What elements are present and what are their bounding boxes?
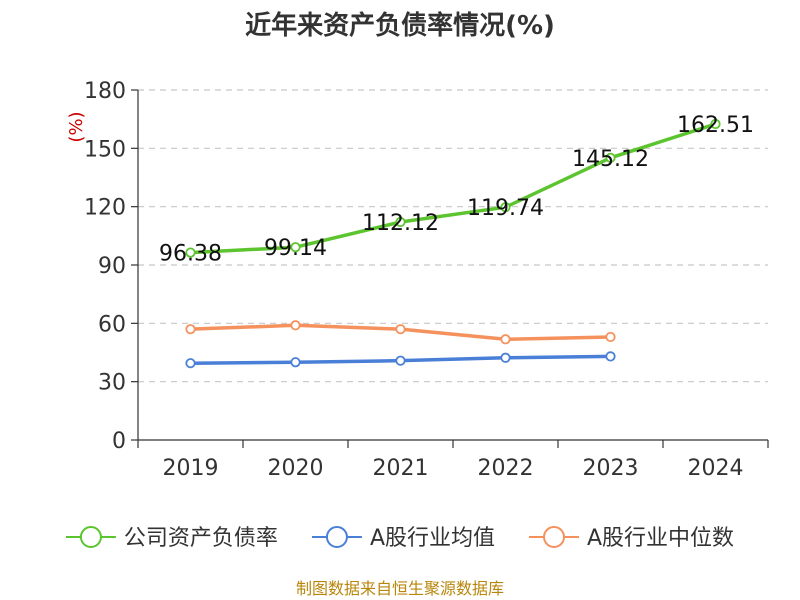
x-tick-label-2022: 2022 bbox=[478, 456, 534, 481]
y-tick-label-120: 120 bbox=[84, 196, 126, 221]
point-s1-2020 bbox=[290, 357, 301, 368]
data-label-2024: 162.51 bbox=[677, 113, 754, 138]
x-tick-label-2021: 2021 bbox=[373, 456, 429, 481]
point-s0-2023 bbox=[605, 152, 616, 163]
data-label-2019: 96.38 bbox=[159, 242, 222, 267]
legend-marker-1 bbox=[325, 526, 348, 548]
data-label-2020: 99.14 bbox=[264, 236, 327, 261]
point-s2-2020 bbox=[290, 320, 301, 331]
y-tick-label-90: 90 bbox=[98, 254, 126, 279]
y-tick-label-150: 150 bbox=[84, 137, 126, 162]
chart-title: 近年来资产负债率情况(%) bbox=[245, 10, 555, 41]
legend: 公司资产负债率 A股行业均值 A股行业中位数 bbox=[65, 526, 734, 551]
x-tick-label-2019: 2019 bbox=[163, 456, 219, 481]
y-tick-labels: 0 30 60 90 120 150 180 bbox=[84, 79, 126, 454]
legend-label-1: A股行业均值 bbox=[370, 526, 495, 551]
point-s0-2020 bbox=[290, 242, 301, 253]
x-tick-label-2020: 2020 bbox=[268, 456, 324, 481]
x-tick-label-2023: 2023 bbox=[583, 456, 639, 481]
point-s0-2021 bbox=[395, 216, 406, 228]
gridlines bbox=[138, 89, 768, 383]
point-s0-2022 bbox=[500, 202, 511, 213]
axes bbox=[131, 89, 769, 448]
data-label-2023: 145.12 bbox=[572, 147, 649, 172]
point-s1-2022 bbox=[500, 352, 511, 363]
point-s2-2022 bbox=[500, 334, 511, 345]
x-tick-label-2024: 2024 bbox=[688, 456, 744, 481]
point-s1-2023 bbox=[605, 351, 616, 362]
point-s0-2019 bbox=[185, 247, 196, 258]
point-s0-2024 bbox=[710, 118, 721, 130]
source-note: 制图数据来自恒生聚源数据库 bbox=[296, 579, 504, 598]
data-label-2021: 112.12 bbox=[362, 211, 439, 236]
series-line-0 bbox=[188, 122, 718, 255]
point-s1-2021 bbox=[395, 355, 406, 366]
point-s2-2021 bbox=[395, 324, 406, 335]
x-tick-labels: 2019 2020 2021 2022 2023 2024 bbox=[163, 456, 744, 481]
y-axis-label: (%) bbox=[66, 111, 87, 142]
legend-label-0: 公司资产负债率 bbox=[124, 526, 278, 551]
series-group bbox=[185, 118, 721, 369]
y-tick-label-180: 180 bbox=[84, 79, 126, 104]
y-tick-label-0: 0 bbox=[112, 429, 126, 454]
legend-marker-2 bbox=[543, 526, 566, 548]
y-tick-label-30: 30 bbox=[98, 371, 126, 396]
point-s1-2019 bbox=[185, 358, 196, 369]
legend-label-2: A股行业中位数 bbox=[587, 526, 734, 551]
data-label-2022: 119.74 bbox=[467, 196, 544, 221]
point-s2-2019 bbox=[185, 324, 196, 335]
data-labels: 96.38 99.14 112.12 119.74 145.12 162.51 bbox=[159, 113, 754, 267]
point-s2-2023 bbox=[605, 331, 616, 343]
legend-marker-0 bbox=[79, 526, 102, 548]
y-tick-label-60: 60 bbox=[98, 312, 126, 337]
